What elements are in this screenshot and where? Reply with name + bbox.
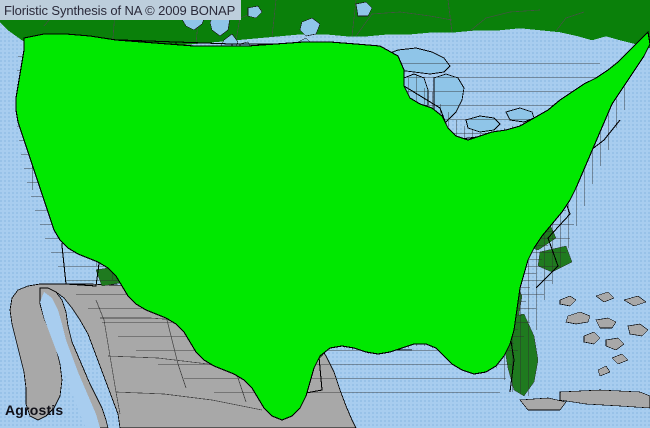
map-title-plate: Floristic Synthesis of NA © 2009 BONAP xyxy=(0,0,242,20)
taxon-name-label: Agrostis xyxy=(5,402,64,418)
